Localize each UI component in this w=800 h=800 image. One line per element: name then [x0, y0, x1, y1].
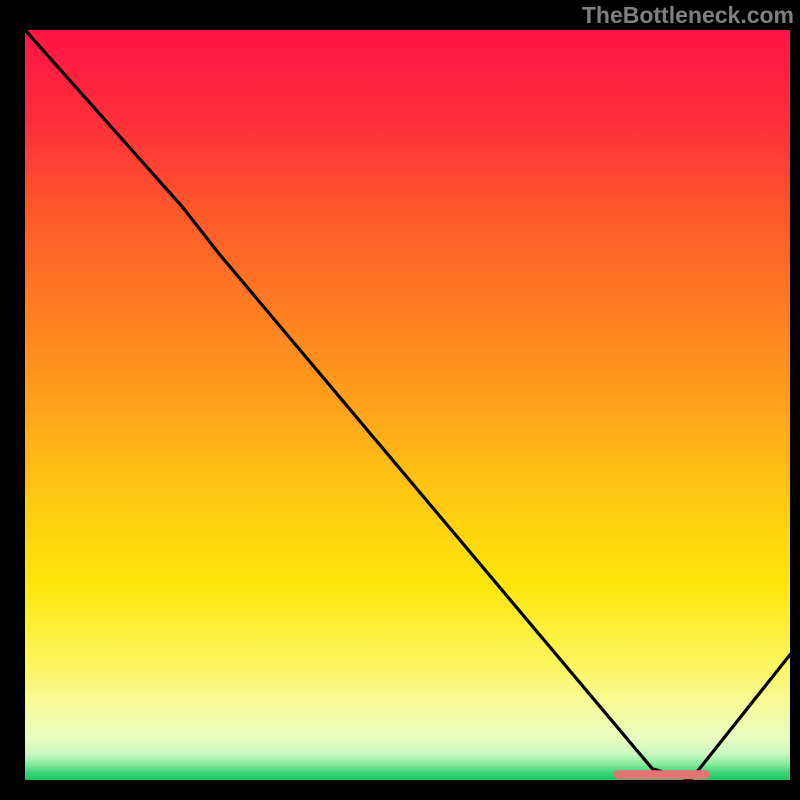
- chart-container: TheBottleneck.com: [0, 0, 800, 800]
- watermark-text: TheBottleneck.com: [582, 2, 794, 29]
- bottleneck-curve: [25, 30, 790, 780]
- highlight-marker: [614, 770, 710, 779]
- curve-overlay: [0, 0, 800, 800]
